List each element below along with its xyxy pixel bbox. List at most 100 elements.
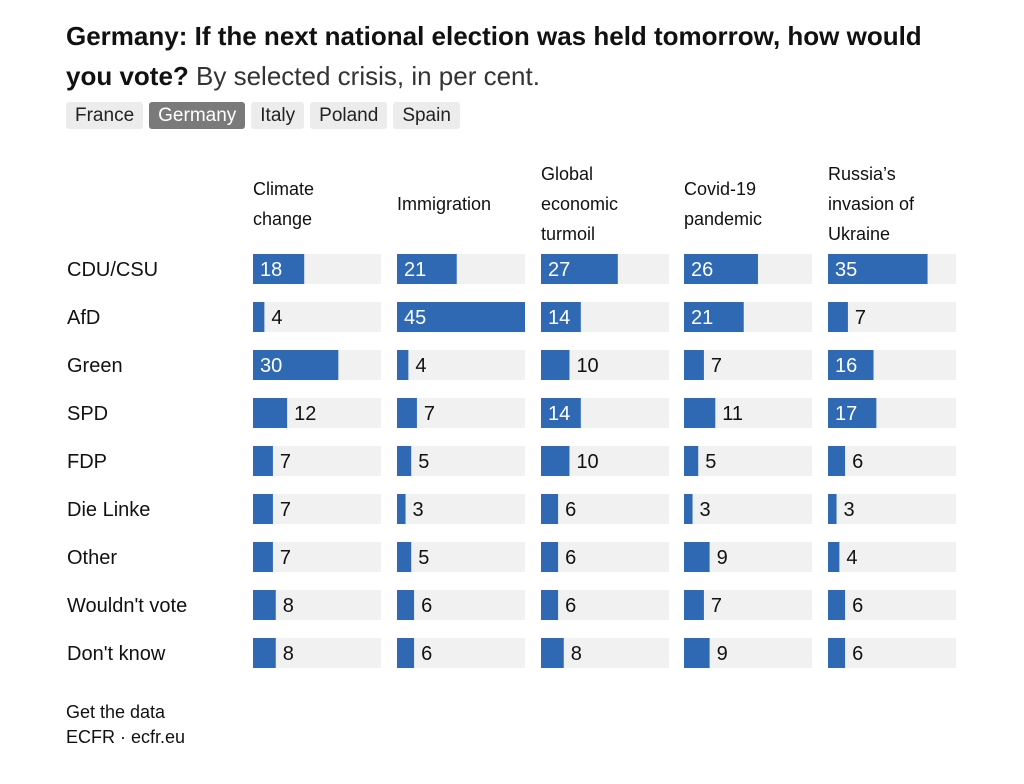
row-label: FDP xyxy=(67,451,107,473)
source-credit: ECFR · ecfr.eu xyxy=(66,727,186,747)
data-label: 6 xyxy=(565,499,576,521)
column-header-2: economic xyxy=(541,194,618,214)
data-label: 3 xyxy=(700,499,711,521)
bar-track xyxy=(397,398,525,428)
row-label: Don't know xyxy=(67,643,166,665)
bar xyxy=(253,494,273,524)
bar xyxy=(397,638,415,668)
bar xyxy=(684,254,758,284)
bar-track xyxy=(397,542,525,572)
bar xyxy=(397,398,417,428)
data-label: 6 xyxy=(852,643,863,665)
get-data-link[interactable]: Get the data xyxy=(66,702,166,722)
column-header-4: Russia’s xyxy=(828,164,896,184)
bar xyxy=(684,302,744,332)
bar-track xyxy=(828,446,956,476)
data-label: 6 xyxy=(421,643,432,665)
bar xyxy=(253,398,288,428)
data-label: 3 xyxy=(844,499,855,521)
row-label: AfD xyxy=(67,307,100,329)
column-header-2: turmoil xyxy=(541,224,595,244)
column-header-3: Covid-19 xyxy=(684,179,756,199)
bar xyxy=(253,254,305,284)
column-header-2: Global xyxy=(541,164,593,184)
data-label: 21 xyxy=(404,259,426,281)
chart-title: Germany: If the next national election w… xyxy=(66,16,966,96)
bar-track xyxy=(684,446,812,476)
data-label: 7 xyxy=(280,547,291,569)
bar xyxy=(397,590,415,620)
bar xyxy=(253,350,339,380)
data-label: 6 xyxy=(852,451,863,473)
bar-track xyxy=(828,638,956,668)
row-label: SPD xyxy=(67,403,108,425)
bar-track xyxy=(541,542,669,572)
column-header-1: Immigration xyxy=(397,194,491,214)
row-label: Wouldn't vote xyxy=(67,595,187,617)
bar xyxy=(684,638,710,668)
data-label: 12 xyxy=(294,403,316,425)
data-label: 5 xyxy=(418,547,429,569)
bar xyxy=(828,446,846,476)
data-label: 10 xyxy=(576,355,598,377)
data-label: 7 xyxy=(280,499,291,521)
bar-track xyxy=(828,542,956,572)
data-label: 6 xyxy=(421,595,432,617)
column-header-4: invasion of xyxy=(828,194,915,214)
bar xyxy=(541,446,570,476)
data-label: 21 xyxy=(691,307,713,329)
tab-spain[interactable]: Spain xyxy=(393,102,460,129)
data-label: 17 xyxy=(835,403,857,425)
bar xyxy=(684,590,704,620)
bar xyxy=(253,590,276,620)
tab-poland[interactable]: Poland xyxy=(310,102,388,129)
data-label: 7 xyxy=(280,451,291,473)
bar-track xyxy=(397,590,525,620)
bar-track xyxy=(684,494,812,524)
data-label: 35 xyxy=(835,259,857,281)
bar-track xyxy=(253,542,381,572)
column-header-0: change xyxy=(253,209,312,229)
data-label: 8 xyxy=(283,595,294,617)
bar-track xyxy=(397,494,525,524)
bar xyxy=(397,542,412,572)
data-label: 6 xyxy=(565,595,576,617)
bar-track xyxy=(253,302,381,332)
bar xyxy=(828,350,874,380)
row-label: Other xyxy=(67,547,117,569)
tab-germany[interactable]: Germany xyxy=(149,102,246,129)
bar xyxy=(541,254,618,284)
data-label: 9 xyxy=(717,643,728,665)
footer: Get the data ECFR · ecfr.eu xyxy=(66,700,185,750)
bar xyxy=(541,542,559,572)
bar xyxy=(541,350,570,380)
column-header-3: pandemic xyxy=(684,209,762,229)
bar xyxy=(253,302,265,332)
data-label: 8 xyxy=(571,643,582,665)
data-label: 30 xyxy=(260,355,282,377)
bar xyxy=(828,254,928,284)
data-label: 5 xyxy=(705,451,716,473)
bar-track xyxy=(828,494,956,524)
data-label: 14 xyxy=(548,307,570,329)
data-label: 5 xyxy=(418,451,429,473)
data-label: 14 xyxy=(548,403,570,425)
chart-title-bold: Germany: If the next national election w… xyxy=(66,21,922,91)
bar xyxy=(541,638,564,668)
bar-track xyxy=(397,638,525,668)
data-label: 7 xyxy=(711,355,722,377)
data-label: 6 xyxy=(565,547,576,569)
bar xyxy=(397,254,457,284)
bar-track xyxy=(397,350,525,380)
bar xyxy=(828,398,877,428)
data-label: 45 xyxy=(404,307,426,329)
bar xyxy=(541,398,581,428)
bar-track xyxy=(684,350,812,380)
bar-track xyxy=(828,302,956,332)
bar-track xyxy=(684,590,812,620)
bar xyxy=(684,398,716,428)
tab-france[interactable]: France xyxy=(66,102,144,129)
tab-italy[interactable]: Italy xyxy=(251,102,305,129)
bar xyxy=(253,542,273,572)
bar xyxy=(541,590,559,620)
